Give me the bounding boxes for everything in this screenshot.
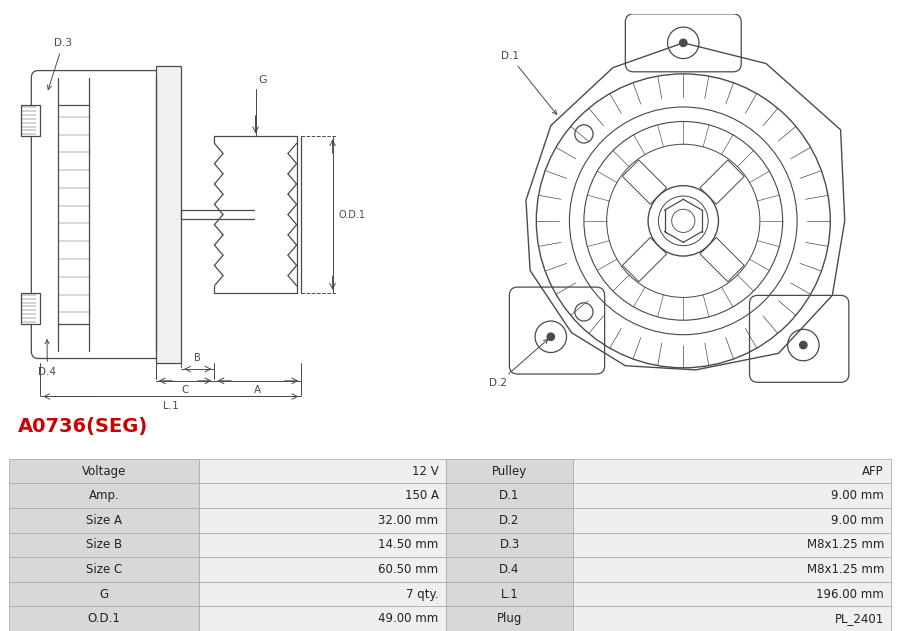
Text: PL_2401: PL_2401	[834, 612, 884, 625]
Circle shape	[547, 333, 554, 341]
Text: Plug: Plug	[497, 612, 522, 625]
Text: G: G	[258, 76, 267, 85]
Bar	[156, 66, 181, 363]
Text: M8x1.25 mm: M8x1.25 mm	[806, 563, 884, 576]
Polygon shape	[623, 160, 667, 204]
Text: 9.00 mm: 9.00 mm	[832, 514, 884, 527]
Bar	[446, 606, 573, 631]
Bar	[199, 483, 446, 508]
Bar	[573, 483, 891, 508]
Text: 150 A: 150 A	[404, 489, 438, 502]
Text: Voltage: Voltage	[82, 464, 126, 478]
Polygon shape	[700, 237, 744, 281]
Text: 49.00 mm: 49.00 mm	[378, 612, 438, 625]
Text: D.2: D.2	[500, 514, 519, 527]
Text: D.4: D.4	[39, 339, 57, 377]
Bar	[446, 459, 573, 483]
Bar	[9, 459, 199, 483]
Text: Size B: Size B	[86, 538, 122, 551]
Bar	[9, 483, 199, 508]
Text: 196.00 mm: 196.00 mm	[816, 587, 884, 601]
Bar	[573, 459, 891, 483]
FancyBboxPatch shape	[626, 14, 742, 72]
Text: 9.00 mm: 9.00 mm	[832, 489, 884, 502]
Polygon shape	[700, 160, 744, 204]
Bar	[199, 533, 446, 557]
Bar	[446, 557, 573, 582]
Bar	[446, 533, 573, 557]
Bar	[21, 293, 40, 324]
Text: D.1: D.1	[501, 51, 557, 114]
Text: D.2: D.2	[489, 339, 548, 389]
Bar	[573, 508, 891, 533]
Bar	[446, 508, 573, 533]
Circle shape	[680, 39, 687, 47]
Text: O.D.1: O.D.1	[87, 612, 121, 625]
Bar	[9, 557, 199, 582]
Text: Size C: Size C	[86, 563, 122, 576]
Text: Amp.: Amp.	[88, 489, 119, 502]
FancyBboxPatch shape	[509, 287, 605, 374]
Text: M8x1.25 mm: M8x1.25 mm	[806, 538, 884, 551]
Text: 7 qty.: 7 qty.	[406, 587, 438, 601]
Text: B: B	[194, 353, 202, 363]
Bar	[9, 582, 199, 606]
Text: O.D.1: O.D.1	[338, 209, 365, 220]
Text: 12 V: 12 V	[412, 464, 438, 478]
Bar	[446, 582, 573, 606]
Text: Pulley: Pulley	[492, 464, 527, 478]
Text: Size A: Size A	[86, 514, 122, 527]
Text: C: C	[182, 385, 189, 395]
Text: A0736(SEG): A0736(SEG)	[18, 417, 149, 436]
Text: D.3: D.3	[500, 538, 519, 551]
Bar	[9, 508, 199, 533]
Bar	[573, 533, 891, 557]
Text: L.1: L.1	[500, 587, 518, 601]
Text: D.1: D.1	[500, 489, 519, 502]
Bar	[199, 606, 446, 631]
Text: D.4: D.4	[500, 563, 519, 576]
Bar	[9, 533, 199, 557]
Bar	[446, 483, 573, 508]
Bar	[199, 557, 446, 582]
Bar	[199, 508, 446, 533]
Bar	[199, 459, 446, 483]
Text: 32.00 mm: 32.00 mm	[378, 514, 438, 527]
Text: A: A	[255, 385, 261, 395]
Bar	[573, 582, 891, 606]
Text: G: G	[99, 587, 108, 601]
Text: L.1: L.1	[163, 401, 179, 411]
Bar	[21, 105, 40, 136]
Text: 60.50 mm: 60.50 mm	[378, 563, 438, 576]
Circle shape	[799, 341, 807, 349]
Text: AFP: AFP	[862, 464, 884, 478]
Bar	[573, 557, 891, 582]
Bar	[573, 606, 891, 631]
Text: 14.50 mm: 14.50 mm	[378, 538, 438, 551]
FancyBboxPatch shape	[32, 71, 163, 358]
Text: D.3: D.3	[48, 38, 72, 90]
Bar	[199, 582, 446, 606]
Polygon shape	[623, 237, 667, 281]
Bar	[9, 606, 199, 631]
FancyBboxPatch shape	[750, 295, 849, 382]
